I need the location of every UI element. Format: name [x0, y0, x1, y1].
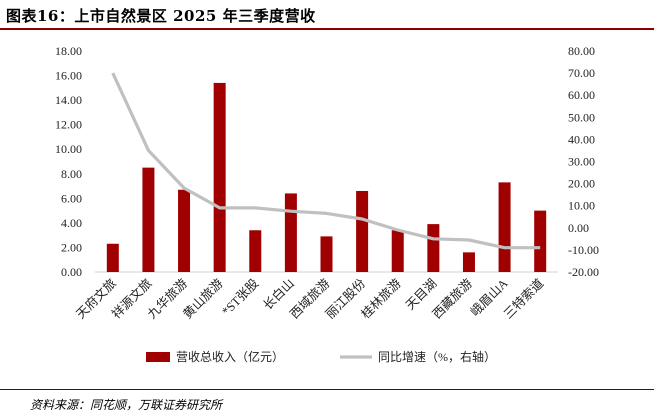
y-left-tick-label: 18.00 [55, 44, 82, 58]
legend-label-growth: 同比增速（%，右轴） [378, 349, 496, 364]
y-left-tick-label: 2.00 [61, 240, 82, 254]
legend-label-revenue: 营收总收入（亿元） [176, 349, 284, 364]
x-tick-label: 三特索道 [500, 275, 546, 321]
bar-revenue [142, 167, 155, 272]
y-left-tick-label: 4.00 [61, 216, 82, 230]
y-left-tick-label: 12.00 [55, 118, 82, 132]
y-right-tick-label: 40.00 [568, 132, 595, 146]
y-left-tick-label: 14.00 [55, 93, 82, 107]
bar-revenue [356, 190, 369, 272]
y-left-tick-label: 0.00 [61, 265, 82, 279]
y-right-tick-label: -20.00 [568, 265, 599, 279]
y-left-tick-label: 8.00 [61, 167, 82, 181]
y-right-tick-label: 10.00 [568, 199, 595, 213]
bar-revenue [106, 243, 119, 272]
bar-revenue [391, 230, 404, 272]
bar-revenue [462, 252, 475, 272]
y-left-tick-label: 10.00 [55, 142, 82, 156]
y-right-tick-label: 60.00 [568, 88, 595, 102]
bar-revenue [320, 236, 333, 272]
chart-title: 图表16：上市自然景区 2025 年三季度营收 [6, 7, 316, 25]
bar-revenue [213, 82, 226, 272]
legend-swatch-revenue [146, 352, 170, 362]
chart: 0.00 2.00 4.00 6.00 8.00 10.00 12.00 14.00 16.00… [55, 44, 599, 364]
bar-revenue [498, 182, 511, 272]
source-bar: 资料来源：同花顺，万联证券研究所 [0, 389, 654, 419]
y-right-tick-label: 80.00 [568, 44, 595, 58]
x-tick-label: *ST张股 [218, 275, 261, 318]
x-tick-label: 桂林旅游 [358, 275, 404, 321]
bar-revenue [427, 224, 440, 272]
y-left-tick-label: 6.00 [61, 191, 82, 205]
y-right-tick-label: 70.00 [568, 66, 595, 80]
line-yoy-growth [111, 72, 541, 250]
bar-revenue [284, 193, 297, 272]
source-note: 资料来源：同花顺，万联证券研究所 [30, 398, 223, 412]
y-right-tick-label: 0.00 [568, 221, 589, 235]
y-right-tick-label: 20.00 [568, 177, 595, 191]
bar-revenue [249, 230, 262, 272]
y-left-tick-label: 16.00 [55, 69, 82, 83]
title-bar: 图表16：上市自然景区 2025 年三季度营收 [0, 0, 654, 30]
x-tick-label: 黄山旅游 [181, 276, 227, 322]
bar-revenue [178, 189, 191, 272]
x-tick-label: 西藏旅游 [430, 276, 476, 322]
y-right-tick-label: 30.00 [568, 155, 595, 169]
y-right-tick-label: -10.00 [568, 243, 599, 257]
bar-revenue [534, 210, 547, 272]
y-right-tick-label: 50.00 [568, 110, 595, 124]
